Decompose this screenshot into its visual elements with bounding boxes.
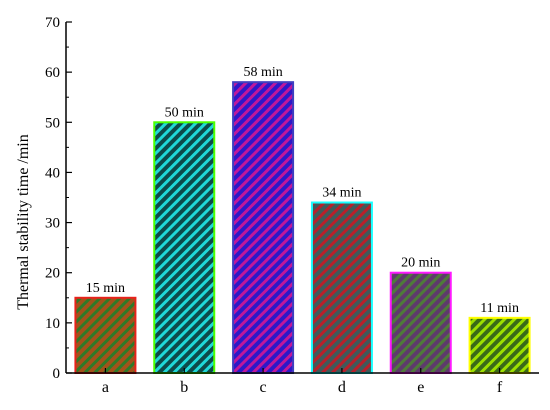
y-tick-label-40: 40 <box>45 165 60 181</box>
y-tick-label-70: 70 <box>45 15 60 31</box>
data-label-e: 20 min <box>401 256 440 271</box>
x-tick-label-e: e <box>417 379 424 396</box>
y-tick-label-60: 60 <box>45 65 60 81</box>
x-tick-label-d: d <box>338 379 346 396</box>
x-tick-label-f: f <box>497 379 503 396</box>
y-tick-label-20: 20 <box>45 266 60 282</box>
bar-f <box>468 316 531 375</box>
y-tick-label-0: 0 <box>53 366 61 382</box>
data-label-d: 34 min <box>322 186 361 201</box>
bar-d <box>310 201 373 374</box>
x-tick-label-a: a <box>102 379 109 396</box>
x-tick-label-b: b <box>180 379 188 396</box>
y-tick-label-50: 50 <box>45 115 60 131</box>
x-tick-label-c: c <box>260 379 267 396</box>
bar-e <box>389 271 452 375</box>
bar-a <box>74 296 137 374</box>
y-tick-label-10: 10 <box>45 316 60 332</box>
y-axis-label: Thermal stability time /min <box>15 134 32 310</box>
data-label-a: 15 min <box>86 281 125 296</box>
data-labels-layer: 15 min 50 min 58 min 34 min 20 min 11 min <box>86 65 519 316</box>
bars-layer <box>74 81 531 375</box>
data-label-c: 58 min <box>243 65 282 80</box>
data-label-b: 50 min <box>165 105 204 120</box>
y-tick-label-30: 30 <box>45 216 60 232</box>
axes-layer: a b c d e f 0 10 20 30 40 50 60 70 <box>45 15 539 396</box>
bar-b <box>153 121 216 374</box>
bar-c <box>232 81 295 375</box>
data-label-f: 11 min <box>480 301 519 316</box>
